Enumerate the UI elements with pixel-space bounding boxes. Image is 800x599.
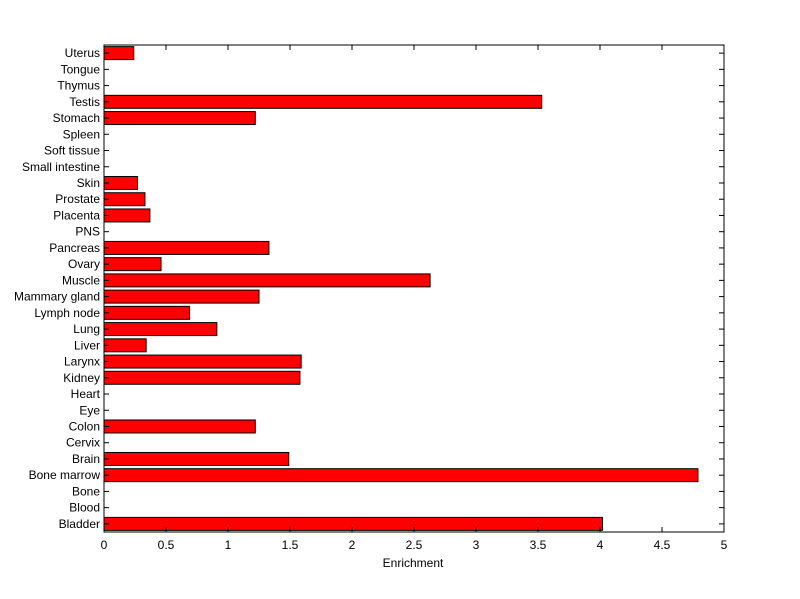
bar-colon bbox=[103, 419, 256, 434]
category-label: Colon bbox=[69, 419, 100, 433]
category-label: Bone marrow bbox=[29, 468, 101, 482]
category-label: Heart bbox=[71, 387, 101, 401]
x-tick-label: 1 bbox=[225, 538, 232, 552]
bar-prostate bbox=[103, 192, 146, 207]
bar-stomach bbox=[103, 111, 256, 126]
bar-larynx bbox=[103, 354, 302, 369]
bar-bladder bbox=[103, 516, 603, 531]
category-label: Muscle bbox=[62, 273, 100, 287]
plot-area bbox=[104, 45, 724, 532]
bar-brain bbox=[103, 451, 290, 466]
category-label: Uterus bbox=[65, 46, 100, 60]
bar-kidney bbox=[103, 370, 301, 385]
category-label: Brain bbox=[72, 452, 100, 466]
category-label: Liver bbox=[74, 338, 100, 352]
category-label: Larynx bbox=[64, 355, 100, 369]
x-tick-label: 2.5 bbox=[406, 538, 423, 552]
category-label: PNS bbox=[75, 225, 100, 239]
category-label: Soft tissue bbox=[44, 144, 100, 158]
category-labels-group: Bladder Blood Bone Bone marrow Brain Cervix Co… bbox=[14, 46, 101, 531]
category-label: Ovary bbox=[68, 257, 100, 271]
x-tick-label: 4.5 bbox=[654, 538, 671, 552]
category-label: Stomach bbox=[53, 111, 100, 125]
plot-frame bbox=[103, 44, 725, 533]
bar-mammary-gland bbox=[103, 289, 260, 304]
category-label: Prostate bbox=[55, 192, 100, 206]
category-label: Lymph node bbox=[34, 306, 100, 320]
category-label: Spleen bbox=[63, 127, 100, 141]
x-tick-label: 2 bbox=[349, 538, 356, 552]
x-axis-title: Enrichment bbox=[383, 556, 444, 570]
category-label: Mammary gland bbox=[14, 290, 100, 304]
x-tick-label: 3 bbox=[473, 538, 480, 552]
category-label: Small intestine bbox=[22, 160, 100, 174]
category-label: Tongue bbox=[61, 62, 101, 76]
category-label: Blood bbox=[69, 501, 100, 515]
category-label: Pancreas bbox=[49, 241, 100, 255]
bar-ovary bbox=[103, 257, 162, 272]
category-label: Bone bbox=[72, 484, 100, 498]
bar-pancreas bbox=[103, 240, 270, 255]
category-label: Cervix bbox=[66, 436, 100, 450]
x-tick-label: 1.5 bbox=[282, 538, 299, 552]
bar-lymph-node bbox=[103, 305, 191, 320]
x-tick-label: 0 bbox=[101, 538, 108, 552]
x-tick-label: 0.5 bbox=[158, 538, 175, 552]
category-label: Eye bbox=[79, 403, 100, 417]
bar-bone-marrow bbox=[103, 468, 699, 483]
category-label: Lung bbox=[73, 322, 100, 336]
x-tick-labels-group: 0 0.5 1 1.5 2 2.5 3 3.5 4 4.5 5 bbox=[101, 538, 728, 552]
category-label: Kidney bbox=[63, 371, 100, 385]
x-tick-label: 5 bbox=[721, 538, 728, 552]
bar-placenta bbox=[103, 208, 151, 223]
bar-skin bbox=[103, 175, 138, 190]
bar-muscle bbox=[103, 273, 431, 288]
bar-liver bbox=[103, 338, 147, 353]
category-label: Testis bbox=[69, 95, 100, 109]
bar-testis bbox=[103, 94, 543, 109]
x-tick-label: 4 bbox=[597, 538, 604, 552]
x-tick-label: 3.5 bbox=[530, 538, 547, 552]
category-label: Skin bbox=[77, 176, 100, 190]
bar-lung bbox=[103, 322, 218, 337]
category-label: Thymus bbox=[57, 79, 100, 93]
category-label: Placenta bbox=[53, 208, 100, 222]
category-label: Bladder bbox=[59, 517, 100, 531]
